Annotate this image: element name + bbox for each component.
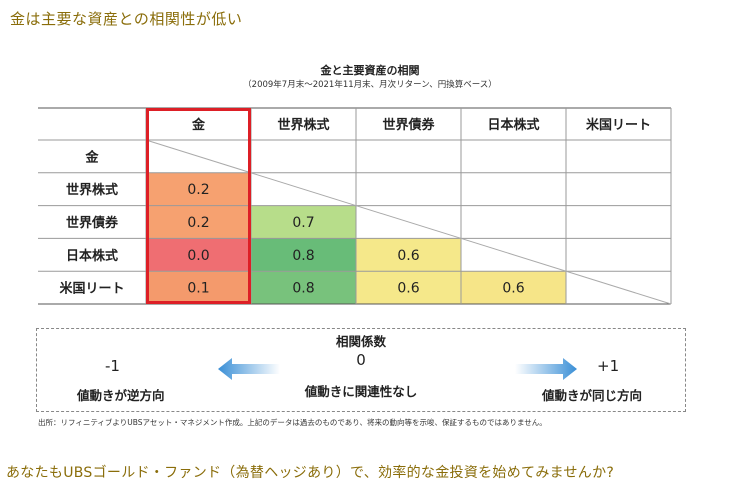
- cell-2-1: [251, 205, 356, 239]
- cell-2-0: [146, 205, 251, 239]
- diagonal-line: [145, 139, 672, 305]
- legend-title: 相関係数: [335, 334, 386, 349]
- value-2-1: 0.7: [292, 215, 314, 231]
- legend-negative-value: -1: [105, 357, 120, 375]
- value-4-1: 0.8: [292, 281, 314, 297]
- cell-4-3: [461, 271, 566, 304]
- column-header-0: 金: [191, 117, 206, 133]
- row-label-1: 世界株式: [66, 182, 118, 198]
- row-label-2: 世界債券: [66, 215, 119, 231]
- legend-positive-description: 値動きが同じ方向: [542, 388, 643, 403]
- cell-4-1: [251, 271, 356, 304]
- cell-1-0: [146, 172, 251, 206]
- column-header-1: 世界株式: [277, 117, 329, 133]
- value-3-0: 0.0: [187, 248, 209, 264]
- value-4-0: 0.1: [187, 281, 209, 297]
- cell-3-2: [356, 238, 461, 272]
- row-label-4: 米国リート: [59, 281, 124, 297]
- arrow-right-icon: [515, 358, 577, 380]
- cell-3-1: [251, 238, 356, 272]
- legend-zero-value: 0: [356, 351, 366, 369]
- column-header-3: 日本株式: [487, 117, 539, 133]
- cell-4-0: [146, 271, 251, 304]
- row-label-0: 金: [84, 149, 99, 165]
- value-1-0: 0.2: [187, 182, 209, 198]
- chart-title: 金と主要資産の相関: [320, 64, 420, 77]
- value-2-0: 0.2: [187, 215, 209, 231]
- column-header-2: 世界債券: [382, 117, 435, 133]
- legend-positive-value: +1: [597, 357, 620, 375]
- value-4-2: 0.6: [397, 281, 419, 297]
- legend-box: 相関係数 0 値動きに関連性なし -1 値動きが逆方向 +1 値動きが同じ方向: [36, 328, 686, 412]
- cell-4-2: [356, 271, 461, 304]
- legend-zero-description: 値動きに関連性なし: [304, 384, 418, 399]
- cell-3-0: [146, 238, 251, 272]
- value-3-1: 0.8: [292, 248, 314, 264]
- source-note: 出所：リフィニティブよりUBSアセット・マネジメント作成。上記のデータは過去のも…: [38, 418, 547, 427]
- arrow-left-icon: [218, 358, 280, 380]
- headline: 金は主要な資産との相関性が低い: [10, 10, 243, 28]
- correlation-matrix: 金世界株式 世界債券 日本株式 米国リート金世界株式世界債券日本株式米国リート0.20…: [38, 107, 672, 305]
- column-header-4: 米国リート: [586, 117, 651, 133]
- chart-subtitle: （2009年7月末～2021年11月末、月次リターン、円換算ベース）: [243, 80, 497, 90]
- legend-negative-description: 値動きが逆方向: [77, 388, 165, 403]
- highlight-column-border: [146, 108, 251, 304]
- value-4-3: 0.6: [502, 281, 524, 297]
- row-label-3: 日本株式: [66, 248, 118, 264]
- value-3-2: 0.6: [397, 248, 419, 264]
- call-to-action: あなたもUBSゴールド・ファンド（為替ヘッジあり）で、効率的な金投資を始めてみま…: [6, 465, 615, 481]
